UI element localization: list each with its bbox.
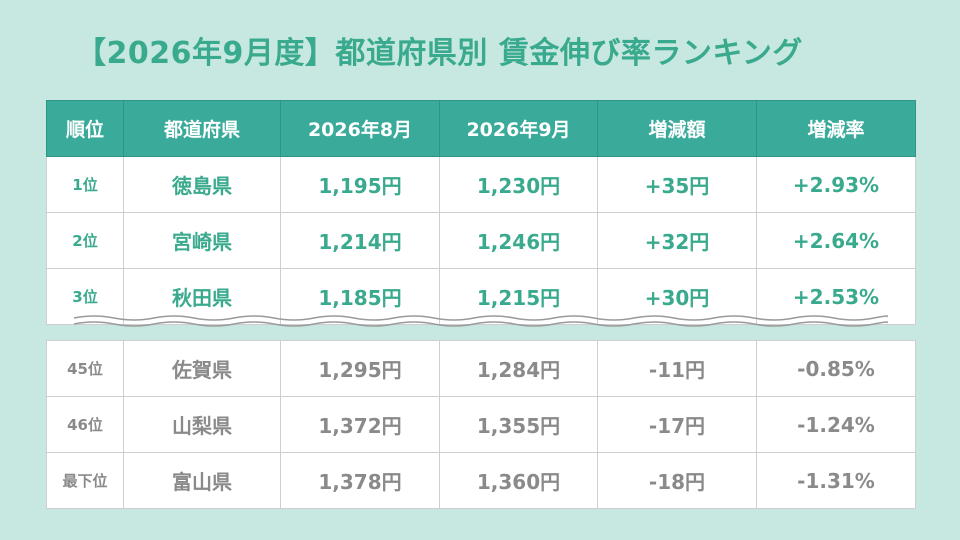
rank-cell: 46位	[46, 396, 124, 453]
prefecture-cell: 山梨県	[123, 396, 281, 453]
september-cell: 1,246円	[439, 212, 598, 269]
header-august: 2026年8月	[280, 100, 440, 157]
prefecture-cell: 徳島県	[123, 156, 281, 213]
rate-cell: +2.64%	[756, 212, 916, 269]
difference-cell: +35円	[597, 156, 757, 213]
prefecture-cell: 富山県	[123, 452, 281, 509]
ranking-table-bottom: 45位 佐賀県 1,295円 1,284円 -11円 -0.85% 46位 山梨…	[46, 340, 916, 509]
rank-cell: 3位	[46, 268, 124, 325]
difference-cell: -18円	[597, 452, 757, 509]
rate-cell: -1.24%	[756, 396, 916, 453]
rate-cell: -1.31%	[756, 452, 916, 509]
rank-cell: 2位	[46, 212, 124, 269]
rate-cell: -0.85%	[756, 340, 916, 397]
rank-cell: 最下位	[46, 452, 124, 509]
september-cell: 1,355円	[439, 396, 598, 453]
omission-wave-divider	[74, 315, 888, 327]
september-cell: 1,284円	[439, 340, 598, 397]
table-row: 最下位 富山県 1,378円 1,360円 -18円 -1.31%	[46, 452, 916, 509]
table-row: 45位 佐賀県 1,295円 1,284円 -11円 -0.85%	[46, 340, 916, 397]
table-row: 46位 山梨県 1,372円 1,355円 -17円 -1.24%	[46, 396, 916, 453]
rate-cell: +2.93%	[756, 156, 916, 213]
september-cell: 1,230円	[439, 156, 598, 213]
august-cell: 1,214円	[280, 212, 440, 269]
header-difference: 増減額	[597, 100, 757, 157]
difference-cell: -11円	[597, 340, 757, 397]
ranking-table-top: 順位 都道府県 2026年8月 2026年9月 増減額 増減率 1位 徳島県 1…	[46, 100, 916, 325]
table-header-row: 順位 都道府県 2026年8月 2026年9月 増減額 増減率	[46, 100, 916, 157]
header-rate: 増減率	[756, 100, 916, 157]
table-row: 2位 宮崎県 1,214円 1,246円 +32円 +2.64%	[46, 212, 916, 269]
table-row: 1位 徳島県 1,195円 1,230円 +35円 +2.93%	[46, 156, 916, 213]
august-cell: 1,378円	[280, 452, 440, 509]
difference-cell: +32円	[597, 212, 757, 269]
page-title: 【2026年9月度】都道府県別 賃金伸び率ランキング	[76, 36, 803, 71]
prefecture-cell: 宮崎県	[123, 212, 281, 269]
rate-cell: +2.53%	[756, 268, 916, 325]
difference-cell: -17円	[597, 396, 757, 453]
header-prefecture: 都道府県	[123, 100, 281, 157]
rank-cell: 45位	[46, 340, 124, 397]
prefecture-cell: 佐賀県	[123, 340, 281, 397]
header-september: 2026年9月	[439, 100, 598, 157]
august-cell: 1,295円	[280, 340, 440, 397]
rank-cell: 1位	[46, 156, 124, 213]
september-cell: 1,360円	[439, 452, 598, 509]
header-rank: 順位	[46, 100, 124, 157]
august-cell: 1,195円	[280, 156, 440, 213]
august-cell: 1,372円	[280, 396, 440, 453]
